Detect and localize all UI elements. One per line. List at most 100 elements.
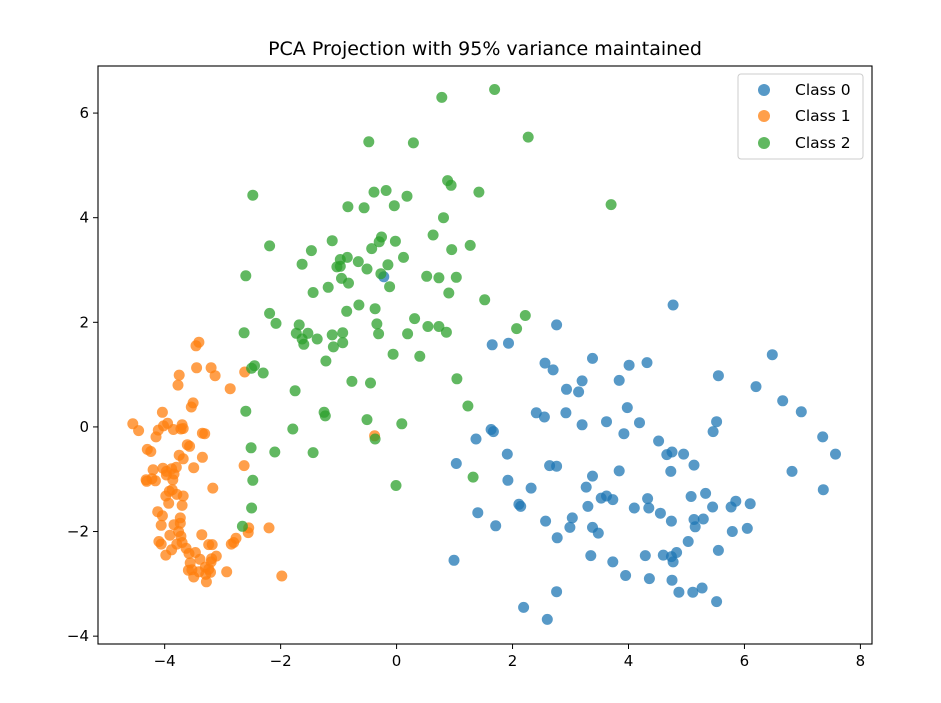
data-point-class-2: [307, 287, 319, 298]
data-point-class-1: [263, 522, 275, 534]
data-point-class-0: [551, 319, 563, 331]
data-point-class-2: [373, 328, 385, 340]
data-point-class-2: [240, 405, 252, 417]
data-point-class-0: [817, 431, 829, 443]
legend-marker-class-1: [758, 110, 770, 122]
legend-marker-class-0: [758, 84, 770, 96]
x-tick-label: 4: [624, 652, 634, 670]
data-point-class-2: [390, 480, 402, 491]
data-point-class-1: [145, 446, 157, 457]
data-point-class-2: [337, 327, 349, 339]
data-point-class-0: [620, 570, 632, 581]
data-point-class-0: [707, 501, 719, 513]
data-point-class-2: [414, 350, 426, 362]
data-point-class-0: [673, 586, 685, 598]
plot-frame: [97, 65, 873, 645]
data-point-class-0: [580, 481, 592, 493]
data-point-class-1: [133, 425, 145, 437]
data-point-class-2: [409, 313, 421, 325]
data-point-class-0: [741, 522, 753, 534]
data-point-class-0: [777, 395, 789, 407]
data-point-class-2: [293, 319, 305, 331]
data-point-class-2: [247, 474, 259, 486]
data-point-class-2: [353, 299, 365, 311]
data-point-class-0: [697, 513, 709, 525]
data-point-class-1: [173, 526, 185, 537]
data-point-class-2: [240, 270, 252, 282]
data-point-class-0: [689, 521, 701, 533]
series-class-0: [378, 271, 841, 625]
y-tick-label: 2: [79, 313, 89, 331]
data-point-class-2: [522, 131, 534, 143]
data-point-class-2: [440, 326, 452, 338]
data-point-class-2: [269, 446, 281, 458]
plot-points: [127, 84, 841, 625]
data-point-class-0: [623, 359, 635, 371]
data-point-class-2: [451, 373, 463, 385]
data-point-class-2: [436, 91, 448, 103]
data-point-class-2: [264, 240, 276, 252]
data-point-class-0: [486, 339, 498, 351]
data-point-class-0: [666, 446, 678, 458]
data-point-class-2: [334, 260, 346, 272]
data-point-class-1: [199, 428, 211, 440]
data-point-class-1: [194, 553, 206, 565]
data-point-class-0: [665, 515, 677, 527]
data-point-class-2: [519, 310, 531, 321]
data-point-class-1: [196, 451, 208, 463]
data-point-class-2: [398, 251, 409, 263]
data-point-class-0: [470, 433, 482, 445]
data-point-class-2: [380, 185, 392, 196]
data-point-class-2: [427, 229, 439, 241]
data-point-class-0: [472, 507, 484, 519]
data-point-class-0: [665, 465, 677, 477]
data-point-class-0: [641, 357, 653, 369]
data-point-class-1: [276, 570, 288, 582]
data-point-class-1: [177, 490, 189, 502]
data-point-class-2: [358, 202, 370, 214]
data-point-class-2: [289, 385, 301, 397]
data-point-class-1: [141, 475, 153, 487]
data-point-class-0: [551, 586, 563, 598]
x-tick-label: −4: [154, 652, 176, 670]
data-point-class-0: [576, 419, 588, 431]
data-point-class-0: [525, 482, 537, 494]
data-point-class-2: [422, 321, 434, 332]
data-point-class-0: [643, 502, 655, 514]
data-point-class-2: [389, 235, 401, 247]
x-tick-label: 2: [508, 652, 518, 670]
data-point-class-0: [564, 521, 576, 533]
data-point-class-1: [177, 453, 189, 465]
data-point-class-2: [311, 333, 323, 345]
data-point-class-1: [174, 517, 186, 529]
data-point-class-2: [319, 410, 331, 422]
data-point-class-2: [368, 186, 380, 198]
data-point-class-1: [166, 484, 178, 496]
data-point-class-0: [607, 494, 619, 506]
data-point-class-2: [346, 375, 358, 387]
data-point-class-1: [221, 566, 233, 578]
data-point-class-0: [540, 515, 552, 527]
y-tick-label: −4: [67, 627, 89, 645]
data-point-class-0: [515, 500, 527, 512]
data-point-class-2: [264, 307, 276, 319]
data-point-class-2: [433, 272, 445, 284]
data-point-class-2: [327, 341, 339, 353]
legend-label-class-1: Class 1: [795, 107, 851, 125]
data-point-class-1: [184, 440, 196, 452]
data-point-class-2: [462, 400, 474, 412]
data-point-class-0: [744, 498, 756, 510]
data-point-class-0: [587, 352, 598, 364]
data-point-class-0: [628, 502, 640, 514]
data-point-class-1: [196, 529, 208, 541]
series-class-2: [236, 84, 617, 532]
data-point-class-2: [365, 377, 376, 389]
data-point-class-2: [388, 200, 400, 212]
data-point-class-2: [322, 281, 334, 293]
data-point-class-2: [363, 136, 375, 148]
legend-box: [737, 73, 864, 160]
data-point-class-2: [396, 418, 408, 430]
data-point-class-0: [707, 426, 719, 438]
data-point-class-0: [667, 299, 679, 311]
